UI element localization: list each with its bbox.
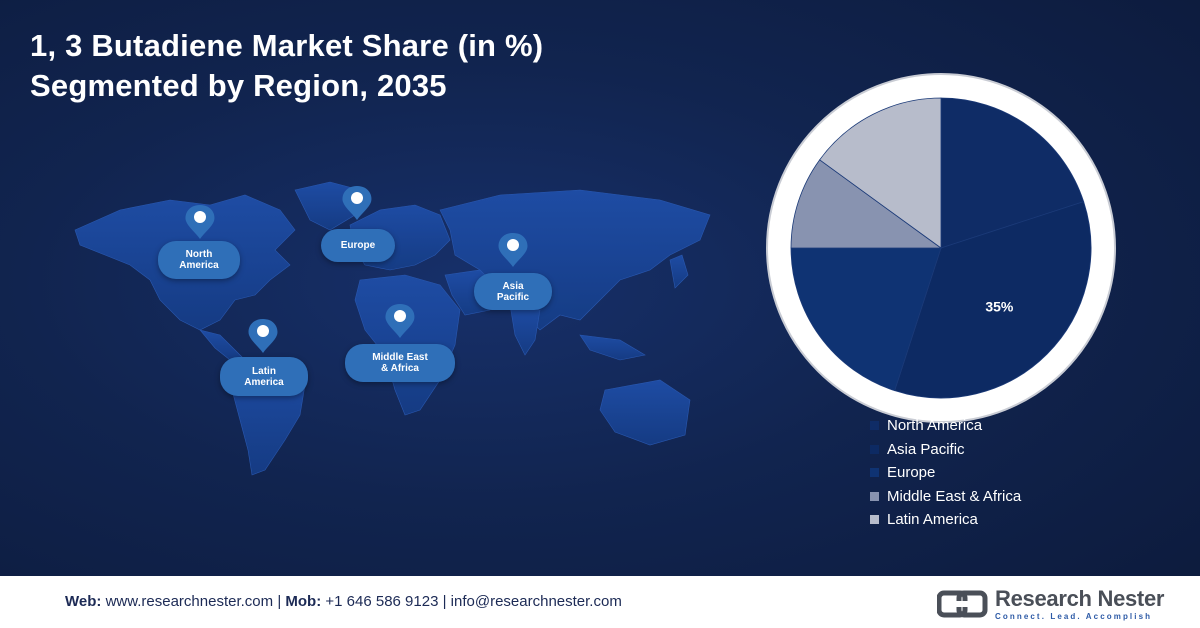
world-map <box>74 181 711 476</box>
legend-item: North America <box>870 414 1021 438</box>
region-label-line: America <box>179 260 219 271</box>
pie-slice-europe <box>790 247 942 392</box>
legend-item: Asia Pacific <box>870 438 1021 462</box>
pin-north-america <box>185 205 215 239</box>
legend-label: North America <box>887 417 983 435</box>
research-nester-logo-icon <box>937 590 988 618</box>
region-label-line: Asia <box>502 280 524 292</box>
pin-latin-america <box>248 319 278 353</box>
brand-logo: Research Nester Connect. Lead. Accomplis… <box>937 586 1164 622</box>
region-label-line: North <box>185 249 213 260</box>
legend-label: Europe <box>887 464 936 482</box>
pin-europe <box>342 186 372 220</box>
legend-item: Middle East & Africa <box>870 485 1021 509</box>
brand-name: Research Nester <box>995 586 1165 611</box>
legend-swatch <box>870 421 879 431</box>
region-label-line: America <box>244 376 284 388</box>
web-label: Web: <box>65 593 102 610</box>
region-label-line: & Africa <box>381 363 419 374</box>
page-title: 1, 3 Butadiene Market Share (in %) Segme… <box>30 26 543 106</box>
southeast-asia-shape <box>579 334 646 361</box>
pin-dot-icon <box>394 310 406 322</box>
pie-slice-north-america <box>940 97 1085 249</box>
pin-mea <box>385 304 415 338</box>
region-label-line: Latin <box>252 365 276 377</box>
pin-dot-icon <box>194 211 206 223</box>
pie-labels: 35% <box>985 298 1014 314</box>
pie-slice-middle-east-africa <box>790 159 943 249</box>
pie-slice-latin-america <box>819 97 942 249</box>
pie-data-label: 35% <box>985 298 1014 314</box>
footer-separator: | <box>442 593 447 610</box>
region-label-line: Europe <box>340 240 376 251</box>
pin-dot-icon <box>351 192 363 204</box>
region-label-asia-pacific: Asia Pacific <box>474 273 552 310</box>
australia-shape <box>599 379 691 446</box>
mob-label: Mob: <box>285 593 322 610</box>
legend-label: Latin America <box>887 511 978 529</box>
legend-item: Latin America <box>870 508 1021 532</box>
pie-slice-asia-pacific <box>894 201 1092 399</box>
region-label-latin-america: Latin America <box>220 357 308 396</box>
region-label-line: Pacific <box>496 291 530 303</box>
legend-swatch <box>870 515 879 525</box>
brand-tagline: Connect. Lead. Accomplish <box>995 612 1153 621</box>
footer-bar: Web: www.researchnester.com | Mob: +1 64… <box>0 576 1200 628</box>
legend-swatch <box>870 491 879 501</box>
footer-separator: | <box>277 593 282 610</box>
central-america-shape <box>199 329 246 361</box>
japan-shape <box>669 254 689 289</box>
legend-label: Middle East & Africa <box>887 487 1022 505</box>
footer-contact: Web: www.researchnester.com | Mob: +1 64… <box>65 593 622 610</box>
pie-chart-svg: 35% <box>766 73 1116 423</box>
india-shape <box>509 304 541 356</box>
legend-item: Europe <box>870 461 1021 485</box>
legend-label: Asia Pacific <box>887 440 965 458</box>
pin-dot-icon <box>257 325 269 337</box>
pin-dot-icon <box>507 239 519 251</box>
pie-chart: 35% <box>765 72 1117 424</box>
email-link[interactable]: info@researchnester.com <box>450 593 622 610</box>
pie-slices <box>790 97 1092 399</box>
chart-legend: North America Asia Pacific Europe Middle Ea… <box>870 414 1021 532</box>
region-label-mea: Middle East & Africa <box>345 344 455 382</box>
pin-asia-pacific <box>498 233 528 267</box>
phone-number[interactable]: +1 646 586 9123 <box>325 593 439 610</box>
title-line-1: 1, 3 Butadiene Market Share (in %) <box>30 28 544 63</box>
legend-swatch <box>870 468 879 478</box>
region-label-line: Middle East <box>372 352 428 363</box>
region-label-north-america: North America <box>158 241 240 279</box>
legend-swatch <box>870 444 879 454</box>
title-line-2: Segmented by Region, 2035 <box>30 68 447 103</box>
web-link[interactable]: www.researchnester.com <box>105 593 274 610</box>
region-label-europe: Europe <box>321 229 395 262</box>
